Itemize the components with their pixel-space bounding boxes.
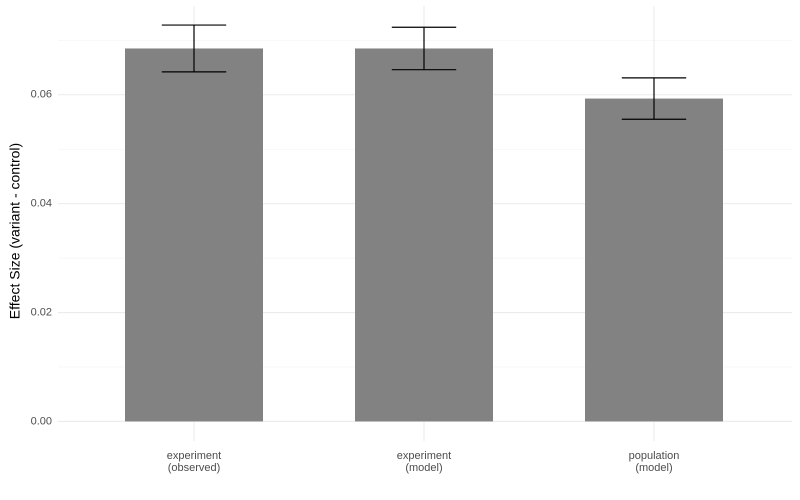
bar	[125, 48, 263, 422]
y-axis-title: Effect Size (variant - control)	[7, 143, 23, 319]
error-bar	[621, 77, 687, 120]
error-bar	[161, 24, 227, 73]
y-tick-label: 0.04	[31, 198, 52, 210]
y-tick-label: 0.02	[31, 306, 52, 318]
bar	[355, 48, 493, 422]
x-tick-label: population (model)	[629, 450, 680, 474]
y-tick-label: 0.06	[31, 89, 52, 101]
x-tick-label: experiment (observed)	[167, 450, 221, 474]
bar	[585, 98, 723, 422]
y-tick-label: 0.00	[31, 415, 52, 427]
x-tick-label: experiment (model)	[397, 450, 451, 474]
error-bar	[391, 26, 457, 71]
